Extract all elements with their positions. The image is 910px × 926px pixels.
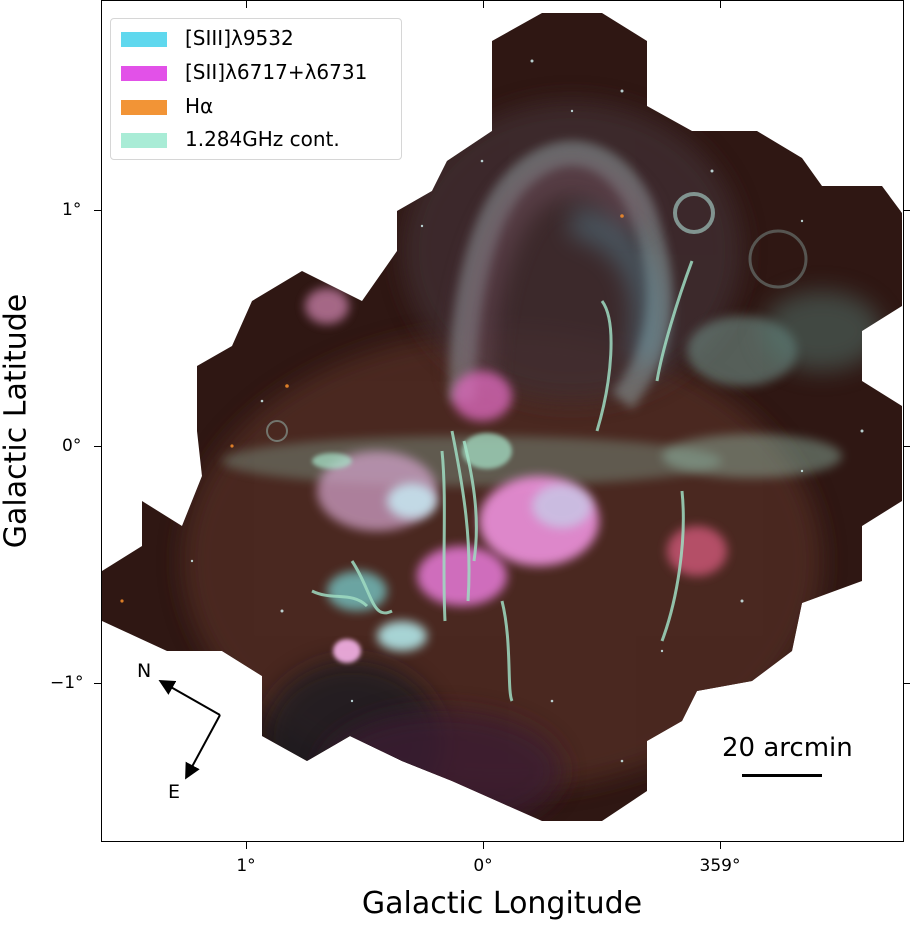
- x-tick-top: [483, 0, 484, 8]
- legend-label: [SIII]λ9532: [185, 26, 294, 50]
- compass-north-label: N: [137, 660, 152, 682]
- x-tick-top: [720, 0, 721, 8]
- x-tick-bottom: [246, 842, 247, 849]
- legend-swatch-radio: [121, 133, 167, 148]
- scale-bar-label: 20 arcmin: [722, 733, 853, 763]
- x-tick-label: 0°: [473, 856, 493, 876]
- legend-label: [SII]λ6717+λ6731: [185, 60, 368, 84]
- scale-bar: [742, 774, 822, 777]
- x-tick-bottom: [483, 842, 484, 849]
- y-tick-left: [94, 446, 101, 447]
- y-tick-right: [904, 210, 910, 211]
- composite-image: [102, 13, 902, 821]
- legend-swatch-halpha: [121, 100, 167, 115]
- image-frame: [101, 0, 904, 842]
- compass-east-label: E: [168, 781, 181, 803]
- x-axis-label: Galactic Longitude: [361, 886, 643, 921]
- legend-label: Hα: [185, 94, 214, 118]
- north-arrow: [158, 680, 221, 716]
- legend-swatch-sii: [121, 66, 167, 81]
- x-tick-label: 1°: [236, 856, 256, 876]
- legend: [SIII]λ9532 [SII]λ6717+λ6731 Hα 1.284GHz…: [110, 18, 402, 160]
- y-tick-label: −1°: [50, 673, 84, 693]
- y-tick-left: [94, 683, 101, 684]
- y-axis-label: Galactic Latitude: [0, 293, 34, 549]
- x-tick-top: [246, 0, 247, 8]
- y-tick-label: 1°: [62, 200, 82, 220]
- east-arrow: [185, 714, 221, 780]
- y-tick-left: [94, 210, 101, 211]
- legend-label: 1.284GHz cont.: [185, 127, 340, 151]
- y-tick-right: [904, 683, 910, 684]
- legend-swatch-siii: [121, 32, 167, 47]
- x-tick-bottom: [720, 842, 721, 849]
- y-tick-right: [904, 446, 910, 447]
- y-tick-label: 0°: [62, 436, 82, 456]
- compass-arrows: [158, 680, 221, 780]
- x-tick-label: 359°: [699, 856, 741, 876]
